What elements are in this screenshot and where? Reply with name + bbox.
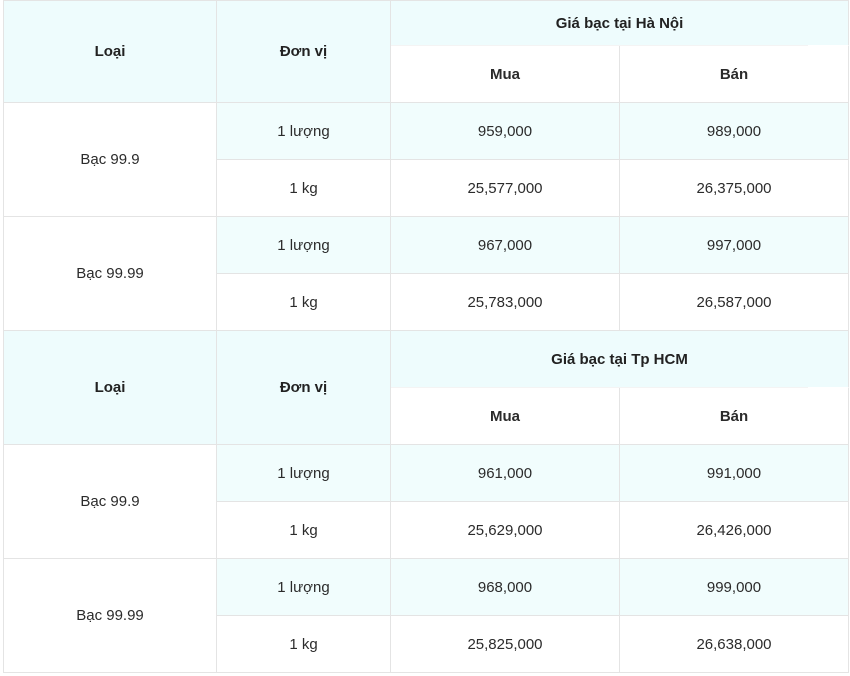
type-cell: Bạc 99.99 — [3, 559, 217, 673]
sell-price-cell: 989,000 — [620, 103, 849, 160]
sell-price-cell: 26,375,000 — [620, 160, 849, 217]
header-type: Loại — [3, 0, 217, 103]
unit-cell: 1 kg — [217, 274, 391, 331]
type-cell: Bạc 99.99 — [3, 217, 217, 331]
buy-price-cell: 959,000 — [391, 103, 620, 160]
sell-price-cell: 991,000 — [620, 445, 849, 502]
header-unit: Đơn vị — [217, 331, 391, 445]
header-region-title: Giá bạc tại Tp HCM — [391, 331, 849, 388]
unit-cell: 1 kg — [217, 616, 391, 673]
unit-cell: 1 lượng — [217, 445, 391, 502]
buy-price-cell: 25,577,000 — [391, 160, 620, 217]
unit-cell: 1 lượng — [217, 103, 391, 160]
unit-cell: 1 kg — [217, 160, 391, 217]
header-buy: Mua — [391, 388, 620, 445]
header-region-title: Giá bạc tại Hà Nội — [391, 0, 849, 46]
sell-price-cell: 26,587,000 — [620, 274, 849, 331]
unit-cell: 1 kg — [217, 502, 391, 559]
buy-price-cell: 25,825,000 — [391, 616, 620, 673]
sell-price-cell: 999,000 — [620, 559, 849, 616]
header-unit: Đơn vị — [217, 0, 391, 103]
unit-cell: 1 lượng — [217, 217, 391, 274]
buy-price-cell: 961,000 — [391, 445, 620, 502]
buy-price-cell: 25,783,000 — [391, 274, 620, 331]
header-buy: Mua — [391, 46, 620, 103]
header-type: Loại — [3, 331, 217, 445]
sell-price-cell: 26,426,000 — [620, 502, 849, 559]
header-sell: Bán — [620, 46, 849, 103]
sell-price-cell: 26,638,000 — [620, 616, 849, 673]
type-cell: Bạc 99.9 — [3, 103, 217, 217]
buy-price-cell: 968,000 — [391, 559, 620, 616]
unit-cell: 1 lượng — [217, 559, 391, 616]
buy-price-cell: 967,000 — [391, 217, 620, 274]
type-cell: Bạc 99.9 — [3, 445, 217, 559]
header-sell: Bán — [620, 388, 849, 445]
buy-price-cell: 25,629,000 — [391, 502, 620, 559]
sell-price-cell: 997,000 — [620, 217, 849, 274]
